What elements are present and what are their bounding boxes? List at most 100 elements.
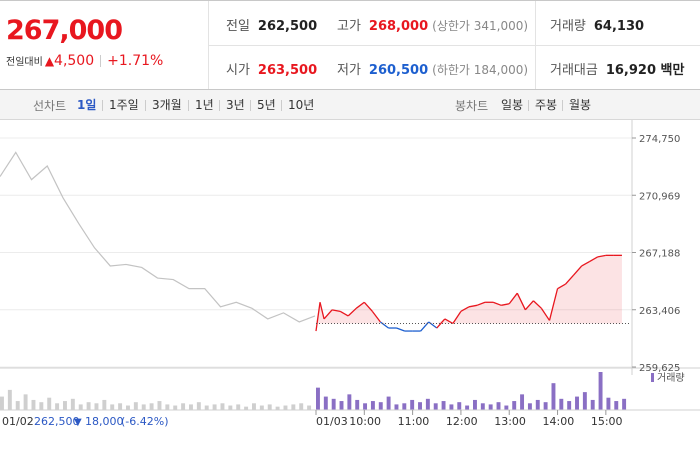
today-line-segment — [323, 309, 333, 320]
prev-day-close: 262,500 — [34, 415, 80, 428]
y-tick-label: 274,750 — [639, 134, 680, 145]
today-line-segment — [396, 327, 405, 332]
stats-row-1: 전일 262,500 고가 268,000 (상한가 341,000) 거래량 64,1… — [208, 1, 700, 46]
change-amount: 4,500 — [54, 53, 95, 69]
quote-header: 267,000 전일대비 ▲4,500 +1.71% 전일 262,500 고가 268… — [0, 0, 700, 90]
y-tick-label: 267,188 — [639, 249, 680, 260]
tab-3month[interactable]: 3개월 — [152, 98, 182, 112]
volume-bar — [449, 404, 454, 410]
line-chart-label: 선차트 — [33, 99, 67, 113]
tab-weekly-candle[interactable]: 주봉 — [535, 98, 558, 112]
y-tick-label: 259,625 — [639, 363, 680, 374]
volume-bar — [236, 404, 241, 410]
volume-bar — [331, 398, 336, 410]
volume-bar — [386, 396, 391, 410]
volume-bar — [133, 402, 138, 410]
volume-bar — [157, 401, 162, 410]
grid — [0, 120, 700, 375]
volume-bar — [259, 405, 264, 410]
volume-label: 거래량 — [550, 19, 586, 34]
today-line-segment — [589, 256, 599, 262]
amount-value: 16,920 백만 — [605, 63, 685, 78]
tab-1day[interactable]: 1일 — [77, 98, 97, 112]
x-tick-label: 11:00 — [398, 415, 430, 428]
x-tick-label: 10:00 — [349, 415, 381, 428]
stats-panel: 전일 262,500 고가 268,000 (상한가 341,000) 거래량 64,1… — [208, 1, 700, 89]
volume-cell: 거래량 64,130 — [550, 15, 644, 34]
volume-bar — [559, 398, 564, 410]
x-tick-label: 01/03 — [316, 415, 348, 428]
volume-bar — [267, 404, 272, 410]
tab-1week[interactable]: 1주일 — [109, 98, 139, 112]
amount-cell: 거래대금 16,920 백만 — [550, 59, 684, 78]
volume-bar — [149, 403, 154, 410]
tab-10year[interactable]: 10년 — [288, 98, 315, 112]
current-price: 267,000 — [6, 15, 123, 46]
change-row: 전일대비 ▲4,500 +1.71% — [6, 53, 163, 69]
volume-bar — [189, 404, 193, 410]
volume-bar — [582, 392, 587, 410]
volume-bar — [370, 401, 375, 410]
today-line-segment — [516, 292, 526, 311]
x-tick-label: 13:00 — [494, 415, 526, 428]
tab-monthly-candle[interactable]: 월봉 — [569, 98, 592, 112]
y-tick-label: 263,406 — [639, 306, 680, 317]
candle-chart-label: 봉차트 — [455, 99, 489, 113]
volume-bar — [39, 402, 44, 410]
today-line-segment — [565, 274, 575, 285]
tab-daily-candle[interactable]: 일봉 — [501, 98, 524, 112]
volume-bar — [55, 403, 60, 410]
volume-bar — [323, 396, 328, 410]
tab-1year[interactable]: 1년 — [195, 98, 214, 112]
tab-separator — [188, 100, 189, 111]
down-triangle-icon: ▼ — [74, 417, 82, 428]
volume-bar — [78, 404, 83, 410]
volume-bar — [614, 401, 619, 410]
volume-bar — [70, 398, 75, 410]
today-line-segment — [573, 265, 583, 276]
high-cell: 고가 268,000 (상한가 341,000) — [337, 15, 528, 34]
volume-bar — [316, 387, 320, 410]
volume-bar — [520, 394, 525, 410]
up-triangle-icon: ▲ — [44, 54, 55, 68]
volume-bar — [355, 399, 360, 410]
amount-label: 거래대금 — [550, 63, 598, 78]
today-line-segment — [436, 318, 446, 329]
today-line-segment — [452, 310, 462, 324]
volume-bar — [504, 405, 509, 410]
prev-day-change: 18,000 — [85, 415, 124, 428]
volume-bar — [31, 399, 36, 410]
today-line-segment — [597, 254, 606, 258]
open-value: 263,500 — [257, 63, 318, 78]
prev-day-change-pct: (-6.42%) — [121, 415, 169, 428]
tab-separator — [250, 100, 251, 111]
volume-bar — [465, 405, 470, 410]
volume-bar — [283, 405, 288, 410]
tab-5year[interactable]: 5년 — [257, 98, 276, 112]
volume-bar — [7, 389, 12, 410]
tab-separator — [528, 100, 529, 111]
lower-limit: (하한가 184,000) — [432, 63, 529, 77]
x-tick-label: 15:00 — [591, 415, 623, 428]
low-label: 저가 — [337, 63, 361, 78]
y-tick-label: 270,969 — [639, 191, 680, 202]
stats-row-2: 시가 263,500 저가 260,500 (하한가 184,000) 거래대금 16,… — [208, 45, 700, 89]
volume-bar — [347, 394, 352, 410]
high-value: 268,000 — [368, 19, 429, 34]
x-tick-label: 14:00 — [543, 415, 575, 428]
today-line-segment — [548, 288, 559, 321]
volume-bar — [118, 403, 123, 410]
volume-bar — [299, 403, 304, 410]
tab-3year[interactable]: 3년 — [226, 98, 245, 112]
volume-bar — [543, 402, 548, 410]
today-line-segment — [371, 310, 381, 323]
today-line-segment — [460, 306, 470, 312]
volume-bar — [63, 401, 67, 410]
low-cell: 저가 260,500 (하한가 184,000) — [337, 59, 528, 78]
volume-bar — [94, 403, 99, 410]
tab-separator — [562, 100, 563, 111]
volume-bar — [527, 403, 532, 410]
open-cell: 시가 263,500 — [226, 59, 317, 78]
volume-bar — [394, 404, 399, 410]
upper-limit: (상한가 341,000) — [432, 19, 529, 33]
